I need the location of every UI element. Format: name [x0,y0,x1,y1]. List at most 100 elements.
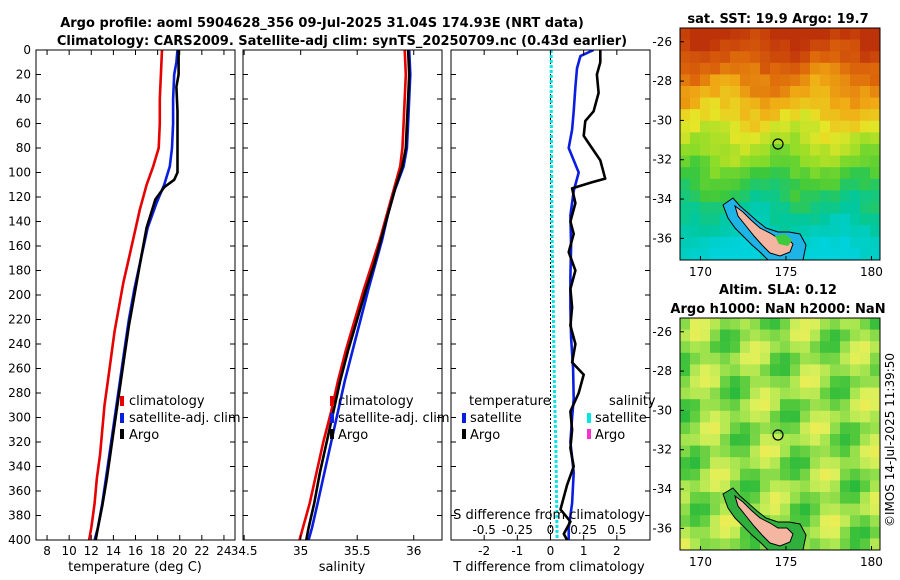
map-cell [700,434,711,447]
map-cell [870,387,880,400]
map-cell [750,457,761,470]
map-cell [720,318,731,331]
map-cell [700,202,711,215]
map-cell [770,39,781,52]
map-cell [860,51,871,64]
map-cell [750,97,761,110]
map-cell [700,167,711,180]
map-cell [820,202,831,215]
map-cell [770,376,781,389]
map-cell [710,376,721,389]
map-cell [680,109,691,122]
map-cell [730,341,741,354]
map-cell [720,341,731,354]
map-cell [820,167,831,180]
legend-label-satellite: satellite-adj. clim [338,411,450,426]
map-cell [790,480,801,493]
map-cell [740,434,751,447]
map-cell [870,62,880,75]
map-cell [790,503,801,516]
map-cell [790,457,801,470]
map-cell [800,248,811,260]
sla-map-argo-marker [772,429,784,441]
map-cell [840,109,851,122]
map-cell [870,480,880,493]
map-cell [720,364,731,377]
map-cell [840,468,851,481]
map-cell [680,178,691,191]
map-cell [760,399,771,412]
map-cell [800,155,811,168]
map-cell [680,538,691,550]
map-cell [800,225,811,238]
map-cell [750,364,761,377]
map-cell [840,51,851,64]
map-cell [760,364,771,377]
temperature-difference-xlabel: T difference from climatology [452,560,645,575]
map-cell [770,144,781,157]
map-cell [780,28,791,41]
legend-label-climatology: climatology [129,394,205,409]
map-cell [820,364,831,377]
map-cell [810,364,821,377]
map-cell [760,97,771,110]
map-cell [850,155,861,168]
map-cell [740,97,751,110]
map-cell [860,526,871,539]
map-cell [840,120,851,133]
map-cell [730,167,741,180]
map-cell [870,538,880,550]
map-x-tick-label: 175 [775,555,798,569]
map-cell [780,202,791,215]
map-cell [720,468,731,481]
map-cell [850,202,861,215]
map-cell [720,329,731,342]
x-tick-label: 1 [580,544,588,558]
map-cell [860,387,871,400]
map-cell [690,62,701,75]
map-cell [770,445,781,458]
map-cell [860,468,871,481]
map-cell [820,399,831,412]
map-cell [750,62,761,75]
map-cell [870,352,880,365]
map-cell [680,167,691,180]
map-cell [840,329,851,342]
map-x-tick-label: 175 [775,265,798,279]
map-cell [760,62,771,75]
map-cell [850,318,861,331]
legend-swatch-satellite [120,413,124,423]
map-cell [680,28,691,41]
map-cell [810,434,821,447]
map-cell [780,515,791,528]
map-cell [840,248,851,260]
map-cell [800,364,811,377]
map-cell [750,434,761,447]
sal-diff-tick-label: -0.25 [502,523,533,537]
x-tick-label: 10 [62,544,77,558]
map-cell [830,526,841,539]
map-cell [810,468,821,481]
map-cell [810,132,821,145]
map-cell [810,399,821,412]
map-cell [760,39,771,52]
map-cell [750,399,761,412]
map-cell [750,329,761,342]
map-cell [770,341,781,354]
map-cell [740,364,751,377]
map-cell [720,526,731,539]
map-cell [820,445,831,458]
map-cell [860,213,871,226]
map-cell [800,457,811,470]
map-cell [690,515,701,528]
map-cell [870,492,880,505]
map-cell [780,39,791,52]
map-cell [680,422,691,435]
map-cell [810,74,821,87]
map-cell [730,178,741,191]
map-cell [690,480,701,493]
map-cell [820,318,831,331]
map-cell [810,410,821,423]
map-cell [800,376,811,389]
map-cell [830,538,841,550]
